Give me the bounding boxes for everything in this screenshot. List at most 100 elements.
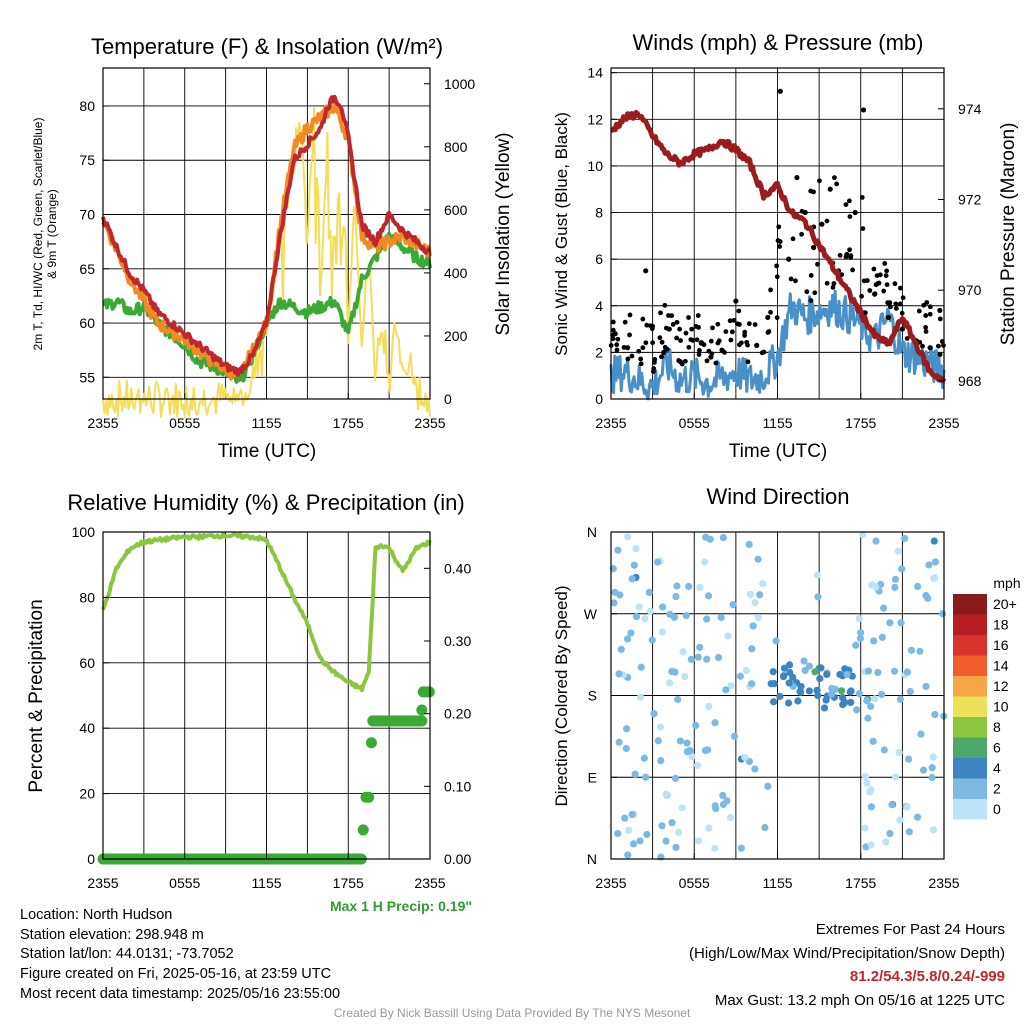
gust-point bbox=[669, 313, 675, 319]
direction-point bbox=[621, 814, 629, 822]
direction-point bbox=[676, 737, 684, 745]
legend-label: 12 bbox=[993, 678, 1009, 694]
gust-point bbox=[728, 337, 734, 343]
direction-point bbox=[878, 690, 886, 699]
gust-point bbox=[640, 316, 646, 322]
gust-point bbox=[652, 357, 658, 362]
gust-point bbox=[812, 290, 818, 296]
direction-point bbox=[891, 773, 900, 781]
direction-point bbox=[929, 753, 937, 761]
temp-x-ticks: 2355 0555 1155 1755 2355 bbox=[87, 393, 446, 431]
direction-point bbox=[624, 851, 632, 859]
gust-point bbox=[923, 325, 929, 330]
gust-point bbox=[686, 315, 691, 320]
gust-point bbox=[827, 186, 833, 192]
gust-point bbox=[839, 272, 845, 278]
direction-point bbox=[800, 657, 808, 665]
direction-point bbox=[813, 571, 821, 579]
direction-point bbox=[628, 575, 636, 583]
gust-point bbox=[799, 208, 805, 214]
direction-point bbox=[867, 841, 875, 849]
direction-point bbox=[870, 637, 878, 645]
gust-point bbox=[830, 285, 836, 290]
direction-point bbox=[764, 782, 772, 790]
gust-point bbox=[615, 336, 621, 342]
legend-label: 6 bbox=[993, 740, 1001, 756]
gust-point bbox=[651, 366, 657, 371]
direction-point bbox=[896, 695, 904, 703]
gust-point bbox=[774, 263, 780, 269]
gust-point bbox=[834, 181, 840, 187]
dir-ytick-label: E bbox=[588, 769, 597, 785]
direction-point bbox=[665, 679, 674, 687]
direction-point bbox=[705, 824, 713, 832]
rh-y2-ytick-label: 0.00 bbox=[444, 851, 471, 867]
gust-point bbox=[774, 274, 780, 280]
direction-point bbox=[871, 695, 879, 703]
direction-point bbox=[630, 561, 638, 569]
direction-point bbox=[623, 635, 632, 643]
gust-point bbox=[843, 202, 849, 207]
gust-point bbox=[875, 281, 881, 286]
temp-ylabel-line2: & 9m T (Orange) bbox=[45, 189, 59, 279]
direction-point bbox=[772, 637, 780, 645]
wind-x-ticks: 2355 0555 1155 1755 2355 bbox=[595, 393, 960, 431]
gust-point bbox=[677, 326, 683, 332]
rh-ytick-label: 0 bbox=[87, 851, 95, 867]
gust-point bbox=[715, 321, 721, 327]
gust-point bbox=[860, 107, 867, 113]
direction-point bbox=[648, 636, 656, 644]
direction-point bbox=[769, 668, 777, 676]
direction-point bbox=[785, 661, 794, 669]
gust-point bbox=[774, 315, 780, 321]
direction-point bbox=[856, 634, 864, 642]
gust-point bbox=[847, 247, 852, 253]
gust-point bbox=[831, 281, 837, 286]
direction-point bbox=[617, 645, 625, 653]
direction-point bbox=[872, 583, 880, 591]
direction-point bbox=[759, 580, 767, 588]
temp-ytick-label: 70 bbox=[79, 207, 95, 223]
temp-ytick-label: 55 bbox=[79, 369, 95, 385]
direction-point bbox=[615, 670, 623, 678]
direction-point bbox=[874, 668, 882, 677]
direction-point bbox=[662, 790, 670, 798]
gust-point bbox=[621, 345, 627, 350]
legend-swatch bbox=[953, 758, 987, 779]
gust-point bbox=[788, 276, 794, 282]
direction-point bbox=[836, 670, 844, 679]
gust-point bbox=[892, 281, 898, 287]
dir-panel-title: Wind Direction bbox=[706, 484, 849, 509]
direction-point bbox=[658, 822, 666, 830]
direction-point bbox=[898, 565, 906, 573]
direction-point bbox=[749, 622, 757, 630]
rh-xtick-label: 1755 bbox=[333, 875, 364, 891]
gust-point bbox=[819, 221, 825, 227]
temp-y2-ytick-label: 1000 bbox=[444, 76, 475, 92]
precip-point bbox=[363, 791, 375, 803]
direction-point bbox=[670, 613, 679, 621]
wind-y2-ytick-label: 972 bbox=[958, 191, 982, 207]
dir-ytick-label: S bbox=[588, 688, 597, 704]
gust-point bbox=[648, 323, 653, 329]
direction-point bbox=[861, 824, 869, 832]
gust-point bbox=[643, 268, 649, 274]
gust-point bbox=[776, 224, 782, 230]
direction-point bbox=[901, 534, 909, 542]
direction-point bbox=[751, 765, 759, 773]
direction-point bbox=[683, 739, 691, 747]
direction-point bbox=[674, 695, 682, 704]
gust-point bbox=[727, 318, 733, 324]
temp-2m-line bbox=[101, 94, 431, 377]
gust-point bbox=[832, 175, 837, 181]
gust-point bbox=[882, 260, 888, 266]
direction-point bbox=[614, 546, 622, 554]
wind-xtick-label: 1755 bbox=[845, 415, 876, 431]
latlon-text: Station lat/lon: 44.0131; -73.7052 bbox=[20, 946, 234, 963]
legend-label: 14 bbox=[993, 658, 1009, 674]
direction-point bbox=[754, 614, 762, 622]
direction-point bbox=[841, 698, 849, 707]
direction-point bbox=[625, 826, 633, 834]
direction-point bbox=[657, 756, 665, 765]
